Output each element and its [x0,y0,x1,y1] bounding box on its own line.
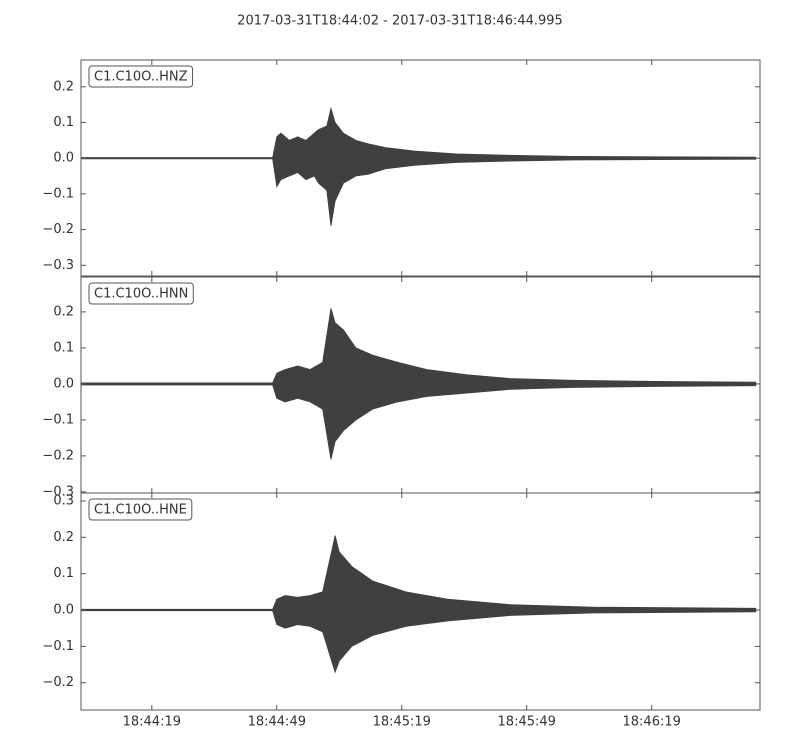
x-tick-label: 18:45:19 [373,715,431,730]
trace-upper-envelope [80,106,757,159]
panel-frame [80,59,761,277]
trace-label: C1.C10O..HNZ [94,70,188,85]
y-tick-label: −0.1 [42,412,74,427]
y-tick-label: −0.2 [42,675,74,690]
trace-lower-envelope [80,609,757,674]
y-tick-label: −0.2 [42,222,74,237]
x-tick-label: 18:44:49 [248,715,306,730]
y-tick-label: 0.2 [53,304,74,319]
y-tick-label: −0.3 [42,258,74,273]
trace-label: C1.C10O..HNE [94,503,187,518]
trace-lower-envelope [80,383,757,460]
y-tick-label: −0.3 [42,484,74,499]
y-tick-label: 0.3 [53,493,74,508]
trace-label-box [88,282,194,305]
y-tick-label: 0.1 [53,566,74,581]
y-tick-label: −0.2 [42,448,74,463]
x-tick-label: 18:45:49 [498,715,556,730]
x-tick-label: 18:46:19 [623,715,681,730]
y-tick-label: 0.2 [53,530,74,545]
panel-frame [80,492,761,711]
trace-label-box [88,65,194,88]
y-tick-label: −0.1 [42,639,74,654]
y-tick-label: 0.0 [53,376,74,391]
y-tick-label: 0.2 [53,79,74,94]
x-tick-label: 18:44:19 [123,715,181,730]
y-tick-label: 0.0 [53,603,74,618]
y-tick-label: 0.0 [53,151,74,166]
y-tick-label: 0.1 [53,340,74,355]
trace-upper-envelope [80,535,757,611]
trace-label-box [88,498,193,521]
y-tick-label: −0.1 [42,186,74,201]
trace-lower-envelope [80,157,757,227]
figure-title: 2017-03-31T18:44:02 - 2017-03-31T18:46:4… [237,14,563,29]
y-tick-label: 0.1 [53,115,74,130]
trace-upper-envelope [80,308,757,385]
trace-label: C1.C10O..HNN [94,287,188,302]
